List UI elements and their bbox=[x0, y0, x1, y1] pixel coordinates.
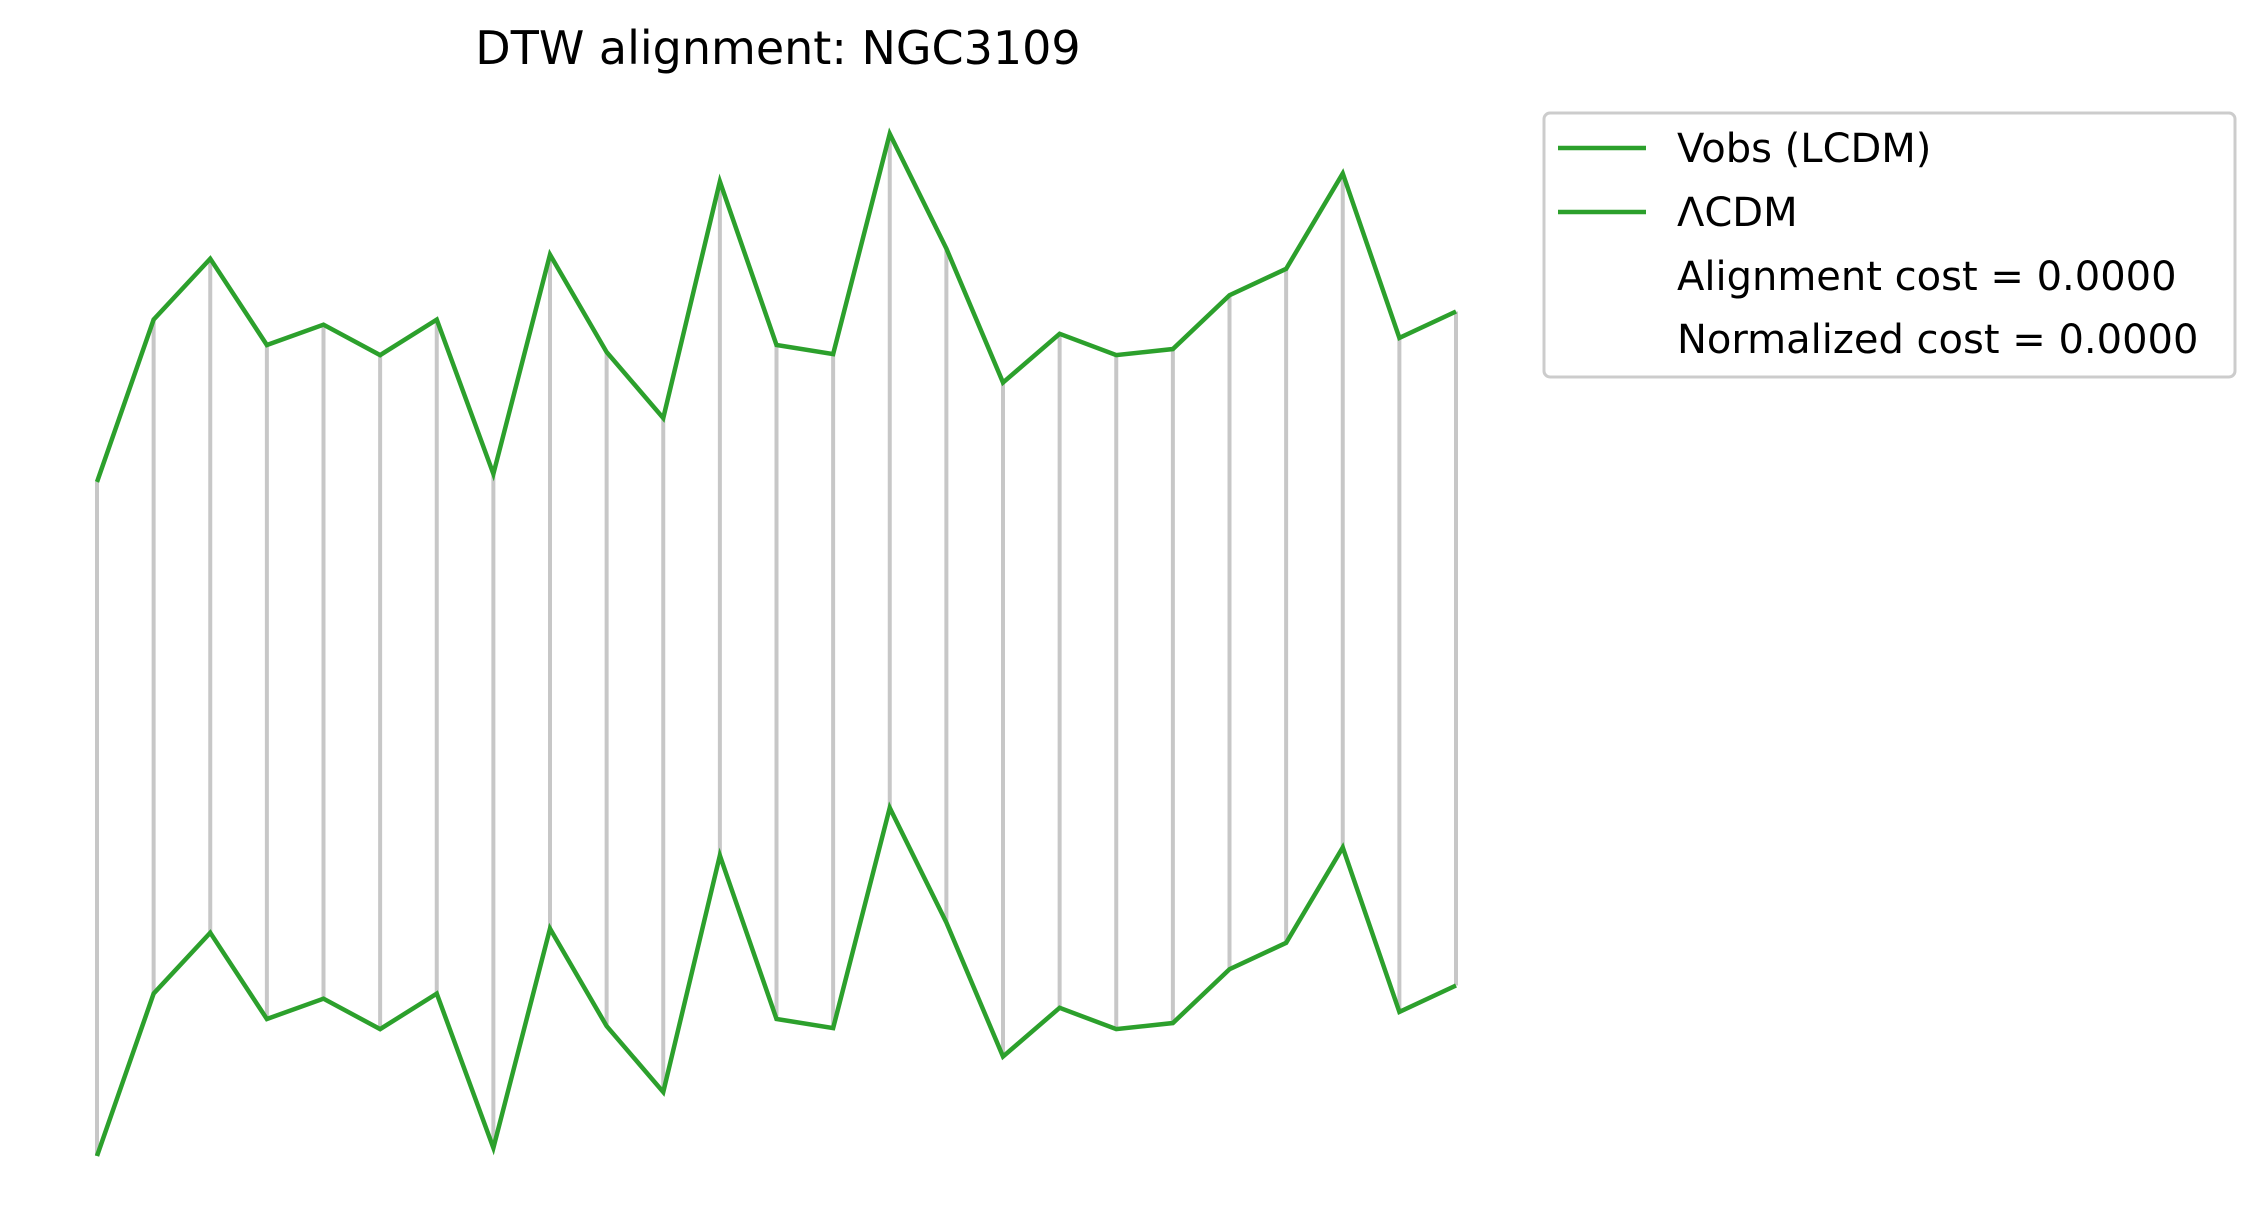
legend-entries: Vobs (LCDM) ΛCDM Alignment cost = 0.0000 No… bbox=[1558, 126, 2198, 363]
series-line-0 bbox=[94, 127, 1457, 483]
series-line-1 bbox=[94, 801, 1457, 1157]
legend-label-0: Vobs (LCDM) bbox=[1677, 126, 1931, 172]
chart-title: DTW alignment: NGC3109 bbox=[475, 21, 1080, 75]
alignment-lines bbox=[95, 133, 1458, 1156]
series-lines bbox=[94, 127, 1457, 1157]
legend: Vobs (LCDM) ΛCDM Alignment cost = 0.0000 No… bbox=[1542, 111, 2237, 379]
legend-label-2: Alignment cost = 0.0000 bbox=[1677, 254, 2177, 300]
legend-frame bbox=[1542, 111, 2237, 379]
legend-label-1: ΛCDM bbox=[1677, 190, 1798, 236]
legend-label-3: Normalized cost = 0.0000 bbox=[1677, 317, 2198, 363]
